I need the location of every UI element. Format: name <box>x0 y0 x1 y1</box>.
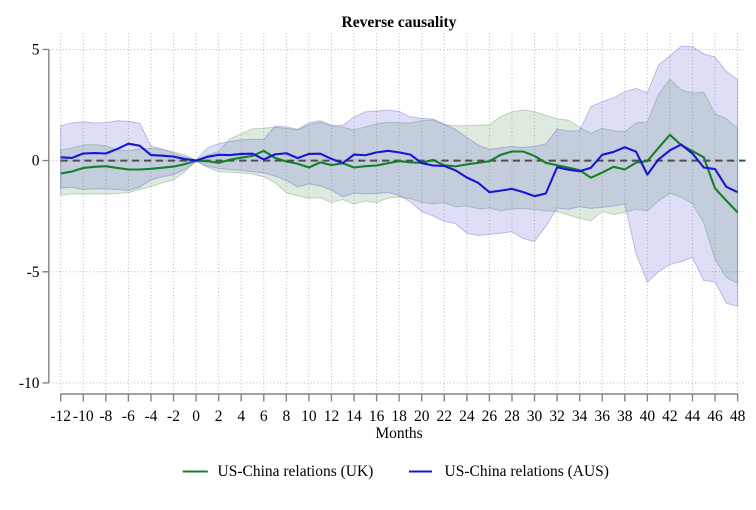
svg-text:38: 38 <box>617 408 633 425</box>
svg-text:-8: -8 <box>99 408 112 425</box>
svg-text:-12: -12 <box>50 408 71 425</box>
svg-text:5: 5 <box>32 41 40 58</box>
svg-text:18: 18 <box>391 408 407 425</box>
svg-text:30: 30 <box>527 408 543 425</box>
svg-text:US-China relations (UK): US-China relations (UK) <box>218 463 374 480</box>
svg-text:-5: -5 <box>27 264 40 281</box>
svg-text:14: 14 <box>346 408 362 425</box>
svg-text:-6: -6 <box>122 408 135 425</box>
svg-text:48: 48 <box>730 408 746 425</box>
svg-text:-2: -2 <box>167 408 180 425</box>
svg-text:16: 16 <box>369 408 385 425</box>
svg-text:10: 10 <box>301 408 317 425</box>
svg-text:22: 22 <box>437 408 453 425</box>
svg-text:24: 24 <box>459 408 475 425</box>
svg-text:20: 20 <box>414 408 430 425</box>
svg-text:28: 28 <box>504 408 520 425</box>
svg-text:42: 42 <box>662 408 678 425</box>
svg-text:-10: -10 <box>73 408 94 425</box>
svg-text:2: 2 <box>215 408 223 425</box>
svg-text:0: 0 <box>32 153 40 170</box>
svg-text:US-China relations (AUS): US-China relations (AUS) <box>445 463 609 480</box>
svg-text:6: 6 <box>260 408 268 425</box>
svg-text:0: 0 <box>192 408 200 425</box>
svg-text:-10: -10 <box>19 375 40 392</box>
svg-text:12: 12 <box>324 408 340 425</box>
svg-text:40: 40 <box>640 408 656 425</box>
svg-text:36: 36 <box>594 408 610 425</box>
svg-text:32: 32 <box>549 408 565 425</box>
svg-text:26: 26 <box>482 408 498 425</box>
svg-text:Months: Months <box>375 425 422 442</box>
svg-text:4: 4 <box>237 408 245 425</box>
svg-text:Reverse causality: Reverse causality <box>342 14 457 31</box>
svg-text:44: 44 <box>685 408 701 425</box>
svg-text:46: 46 <box>707 408 723 425</box>
svg-text:8: 8 <box>282 408 290 425</box>
svg-text:-4: -4 <box>144 408 157 425</box>
svg-text:34: 34 <box>572 408 588 425</box>
